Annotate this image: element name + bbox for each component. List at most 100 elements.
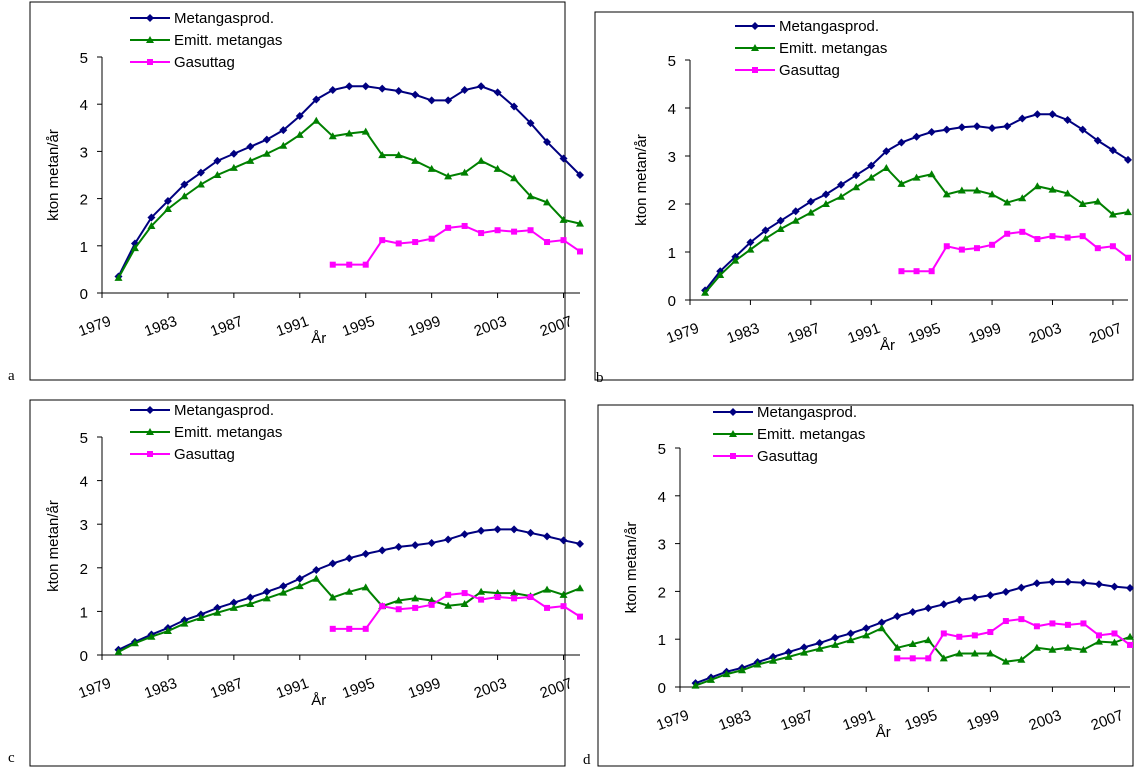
marker: [1033, 623, 1040, 630]
legend-label: Gasuttag: [779, 62, 840, 79]
marker: [196, 180, 205, 188]
marker: [1079, 578, 1088, 587]
marker: [328, 86, 337, 95]
marker: [527, 227, 534, 234]
marker: [493, 164, 502, 172]
marker: [213, 156, 222, 165]
marker: [346, 625, 353, 632]
marker: [394, 542, 403, 551]
marker: [478, 596, 485, 603]
marker: [543, 585, 552, 593]
x-tick-label: 1999: [406, 313, 443, 340]
marker: [544, 604, 551, 611]
marker: [494, 227, 501, 234]
x-tick-label: 2007: [1087, 320, 1124, 347]
marker: [1063, 577, 1072, 586]
marker: [312, 565, 321, 574]
marker: [180, 619, 189, 627]
marker: [913, 268, 920, 275]
marker: [862, 624, 871, 633]
x-tick-label: 1991: [845, 320, 882, 347]
x-tick-label: 1987: [208, 675, 245, 702]
marker: [361, 127, 370, 135]
marker: [361, 549, 370, 558]
marker: [312, 574, 321, 582]
marker: [411, 156, 420, 164]
marker: [882, 147, 891, 156]
y-tick-label: 4: [80, 97, 88, 114]
y-tick-label: 5: [668, 53, 676, 70]
chart-panel: d 0 1 2 3 4 5 1979 1983 1987 1991 1995 1999 2003 2007 k…: [583, 404, 1134, 767]
x-tick-label: 2003: [472, 675, 509, 702]
marker: [955, 596, 964, 605]
panel-frame: [594, 11, 1134, 381]
marker: [279, 588, 288, 596]
marker: [1078, 125, 1087, 134]
marker: [1079, 645, 1088, 653]
y-tick-label: 4: [668, 101, 676, 118]
marker: [791, 216, 800, 224]
marker: [312, 95, 321, 104]
marker: [362, 261, 369, 268]
marker: [1124, 155, 1132, 164]
marker: [526, 119, 535, 128]
marker: [776, 224, 785, 232]
marker: [943, 243, 950, 250]
marker: [1049, 233, 1056, 240]
x-tick-label: 1987: [778, 707, 815, 734]
marker: [460, 86, 469, 95]
marker: [898, 268, 905, 275]
marker: [543, 137, 552, 146]
marker: [444, 96, 453, 105]
marker: [846, 629, 855, 638]
marker: [445, 591, 452, 598]
marker: [576, 584, 584, 592]
marker: [229, 603, 238, 611]
marker: [1033, 182, 1042, 190]
marker: [1017, 655, 1026, 663]
marker: [1094, 580, 1103, 589]
marker: [295, 112, 304, 120]
marker: [196, 613, 205, 621]
marker: [942, 125, 951, 134]
x-tick-label: 1979: [76, 313, 113, 340]
marker: [544, 239, 551, 246]
marker: [559, 590, 568, 598]
x-tick-label: 2007: [1089, 707, 1126, 734]
x-tick-label: 2007: [538, 313, 575, 340]
y-tick-label: 3: [80, 517, 88, 534]
marker: [510, 102, 519, 111]
marker: [691, 681, 700, 689]
marker: [378, 84, 387, 93]
marker: [527, 594, 534, 601]
marker: [163, 204, 172, 212]
marker: [716, 271, 725, 279]
series-line: [117, 119, 581, 279]
marker: [412, 239, 419, 246]
series-line: [332, 224, 581, 266]
marker: [328, 559, 337, 568]
marker: [882, 164, 891, 171]
marker: [1108, 146, 1117, 155]
marker: [1064, 234, 1071, 241]
marker: [746, 238, 755, 247]
marker: [1079, 233, 1086, 240]
marker: [312, 116, 321, 124]
y-tick-label: 5: [80, 430, 88, 447]
marker: [806, 208, 815, 216]
marker: [1032, 643, 1041, 651]
marker: [761, 234, 770, 242]
chart-panel: a 0 1 2 3 4 5 1979 1983 1987 1991 1995 1999 2003 2007 k…: [8, 1, 584, 384]
marker: [1111, 630, 1118, 637]
marker: [1018, 114, 1027, 123]
marker: [576, 171, 584, 179]
y-tick-label: 3: [658, 537, 666, 554]
x-tick-label: 1987: [785, 320, 822, 347]
series-line: [695, 580, 1131, 685]
legend-label: Metangasprod.: [779, 18, 879, 35]
marker: [279, 582, 288, 591]
marker: [560, 237, 567, 244]
marker: [146, 14, 154, 22]
marker: [395, 606, 402, 613]
